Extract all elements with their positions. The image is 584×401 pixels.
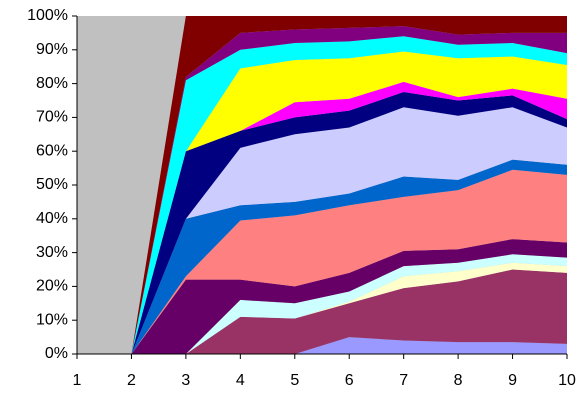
y-tick-label: 10% (36, 311, 68, 328)
y-tick-label: 0% (45, 345, 68, 362)
area (77, 92, 567, 355)
area (77, 159, 567, 354)
y-tick-label: 50% (36, 176, 68, 193)
area (77, 36, 567, 354)
y-tick-label: 60% (36, 142, 68, 159)
x-tick-label: 1 (73, 372, 82, 389)
area (77, 254, 567, 354)
area (77, 337, 567, 354)
x-tick-label: 3 (181, 372, 190, 389)
x-tick-label: 7 (399, 372, 408, 389)
x-tick-label: 5 (290, 372, 299, 389)
x-tick-label: 6 (345, 372, 354, 389)
area (77, 169, 567, 354)
y-tick-label: 100% (27, 7, 68, 24)
y-tick-label: 20% (36, 278, 68, 295)
y-tick-label: 90% (36, 41, 68, 58)
y-tick-label: 30% (36, 244, 68, 261)
area (77, 107, 567, 354)
x-tick-label: 2 (127, 372, 136, 389)
area (77, 269, 567, 354)
y-tick-label: 80% (36, 75, 68, 92)
x-tick-label: 4 (236, 372, 245, 389)
area (77, 51, 567, 355)
x-tick-label: 10 (558, 372, 576, 389)
x-tick-label: 8 (454, 372, 463, 389)
area (77, 239, 567, 354)
y-tick-label: 70% (36, 109, 68, 126)
x-tick-label: 9 (508, 372, 517, 389)
y-tick-label: 40% (36, 210, 68, 227)
